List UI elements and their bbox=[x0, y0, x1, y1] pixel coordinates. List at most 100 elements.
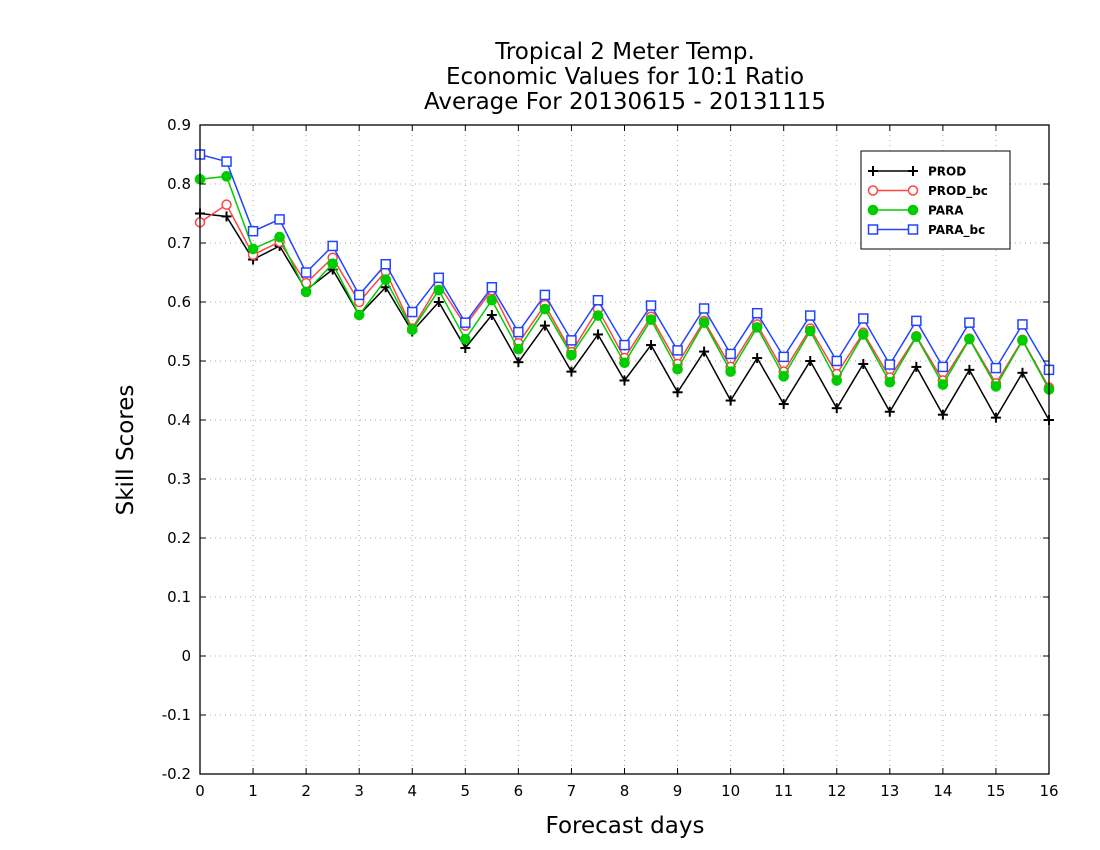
data-point-para bbox=[1017, 335, 1028, 346]
data-point-para-bc bbox=[645, 300, 657, 311]
y-tick-label: 0.1 bbox=[167, 588, 191, 606]
legend-item-prod-bc: PROD_bc bbox=[867, 184, 988, 199]
y-tick-label: 0.4 bbox=[167, 411, 191, 429]
data-point-prod bbox=[646, 340, 657, 351]
data-point-para bbox=[804, 325, 816, 337]
data-point-prod bbox=[433, 297, 444, 307]
data-point-para bbox=[698, 317, 710, 328]
data-point-para bbox=[778, 371, 789, 382]
data-point-para-bc bbox=[725, 348, 736, 360]
series-para bbox=[194, 171, 1055, 395]
data-point-para bbox=[937, 379, 949, 390]
legend-label: PARA bbox=[928, 204, 964, 218]
x-tick-label: 0 bbox=[195, 782, 205, 800]
chart-title-line-1: Tropical 2 Meter Temp. bbox=[494, 39, 755, 65]
data-point-para bbox=[433, 284, 445, 296]
y-tick-label: 0.5 bbox=[167, 352, 191, 370]
data-point-para-bc bbox=[407, 306, 418, 318]
x-tick-label: 8 bbox=[620, 782, 630, 800]
chart-title-line-3: Average For 20130615 - 20131115 bbox=[424, 89, 826, 115]
data-point-para bbox=[406, 324, 418, 336]
x-tick-label: 10 bbox=[721, 782, 740, 800]
legend-label: PARA_bc bbox=[928, 223, 985, 238]
data-point-prod bbox=[619, 375, 630, 386]
x-axis-label: Forecast days bbox=[546, 813, 705, 839]
data-point-prod bbox=[937, 409, 948, 420]
data-point-para bbox=[857, 329, 869, 340]
y-tick-label: 0.2 bbox=[167, 529, 191, 547]
x-tick-label: 15 bbox=[986, 782, 1005, 800]
data-point-para bbox=[911, 331, 922, 343]
data-point-para-bc bbox=[990, 362, 1002, 374]
data-point-para-bc bbox=[221, 156, 232, 167]
data-point-para-bc bbox=[911, 315, 922, 327]
x-tick-label: 14 bbox=[933, 782, 952, 800]
x-tick-label: 5 bbox=[461, 782, 471, 800]
data-point-para-bc bbox=[300, 267, 312, 278]
data-point-prod bbox=[699, 346, 710, 357]
x-tick-label: 4 bbox=[407, 782, 417, 800]
legend-marker bbox=[867, 204, 879, 216]
data-point-para bbox=[964, 333, 975, 345]
legend-label: PROD_bc bbox=[928, 184, 988, 199]
legend-item-para: PARA bbox=[867, 204, 964, 218]
legend-box bbox=[860, 150, 1011, 250]
data-point-para-bc bbox=[460, 317, 471, 328]
data-point-para-bc bbox=[513, 326, 524, 338]
data-point-para-bc bbox=[247, 225, 259, 237]
data-point-para-bc bbox=[353, 289, 365, 301]
data-point-para bbox=[539, 303, 551, 315]
data-point-para-bc bbox=[433, 272, 445, 284]
y-tick-label: 0 bbox=[181, 647, 191, 665]
data-point-para-bc bbox=[1017, 319, 1028, 330]
y-axis-label: Skill Scores bbox=[113, 385, 139, 516]
x-tick-label: 16 bbox=[1039, 782, 1058, 800]
data-point-para bbox=[672, 363, 683, 375]
data-point-para bbox=[566, 349, 577, 361]
chart-title: Tropical 2 Meter Temp. Economic Values f… bbox=[424, 39, 826, 115]
legend-marker bbox=[867, 224, 879, 235]
data-point-para-bc bbox=[619, 339, 630, 351]
data-point-para-bc bbox=[566, 335, 577, 346]
grid bbox=[200, 125, 1049, 774]
data-point-para-bc bbox=[539, 289, 551, 301]
data-point-prod bbox=[725, 395, 736, 406]
legend-marker bbox=[867, 185, 879, 196]
legend-marker bbox=[907, 185, 919, 196]
data-point-prod bbox=[1017, 367, 1028, 378]
data-point-prod bbox=[831, 403, 842, 414]
data-point-prod-bc bbox=[221, 199, 232, 210]
data-point-para-bc bbox=[274, 214, 285, 225]
data-point-para-bc bbox=[778, 351, 789, 363]
y-tick-label: 0.7 bbox=[167, 234, 191, 252]
x-tick-label: 12 bbox=[827, 782, 846, 800]
legend-item-prod: PROD bbox=[868, 165, 966, 179]
legend-marker bbox=[907, 204, 919, 216]
legend-label: PROD bbox=[928, 165, 966, 179]
data-point-prod bbox=[513, 357, 524, 368]
data-point-para bbox=[990, 381, 1002, 392]
data-point-para bbox=[327, 258, 338, 269]
data-point-para bbox=[513, 343, 524, 355]
data-point-para bbox=[460, 333, 471, 345]
x-tick-label: 13 bbox=[880, 782, 899, 800]
data-point-para bbox=[884, 376, 896, 388]
y-tick-label: -0.1 bbox=[162, 706, 191, 724]
data-point-para-bc bbox=[486, 282, 498, 293]
chart-title-line-2: Economic Values for 10:1 Ratio bbox=[446, 64, 804, 90]
data-point-prod bbox=[539, 320, 550, 331]
x-tick-label: 1 bbox=[248, 782, 258, 800]
data-point-para bbox=[831, 375, 843, 386]
data-point-prod bbox=[460, 343, 471, 354]
data-point-para-bc bbox=[672, 345, 683, 356]
y-tick-label: 0.3 bbox=[167, 470, 191, 488]
legend-marker bbox=[868, 166, 878, 176]
x-tick-label: 6 bbox=[514, 782, 524, 800]
data-point-prod bbox=[566, 366, 577, 377]
data-point-prod bbox=[805, 356, 816, 366]
y-tick-label: 0.6 bbox=[167, 293, 191, 311]
data-point-para-bc bbox=[804, 310, 816, 321]
axis-ticks: 0 1 2 3 4 5 6 7 8 9 10 11 12 13 14 15 16-0.2-0.100.10.20… bbox=[162, 116, 1059, 800]
data-point-para bbox=[592, 310, 604, 321]
